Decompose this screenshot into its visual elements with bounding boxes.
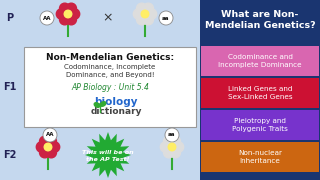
Circle shape bbox=[170, 147, 180, 158]
Text: This will be on
the AP Test!: This will be on the AP Test! bbox=[82, 150, 134, 162]
FancyBboxPatch shape bbox=[201, 142, 319, 172]
Circle shape bbox=[40, 11, 54, 25]
Circle shape bbox=[168, 143, 176, 151]
Circle shape bbox=[143, 3, 154, 14]
Text: Codominance and
Incomplete Dominance: Codominance and Incomplete Dominance bbox=[218, 54, 302, 68]
Circle shape bbox=[69, 9, 80, 19]
Circle shape bbox=[137, 14, 147, 25]
Text: What are Non-
Mendelian Genetics?: What are Non- Mendelian Genetics? bbox=[205, 10, 315, 30]
Text: aa: aa bbox=[162, 15, 170, 21]
Text: dictionary: dictionary bbox=[90, 107, 142, 116]
Text: AA: AA bbox=[43, 15, 51, 21]
Circle shape bbox=[165, 128, 179, 142]
Circle shape bbox=[44, 143, 52, 151]
Text: F1: F1 bbox=[3, 82, 17, 92]
Text: Non-Mendelian Genetics:: Non-Mendelian Genetics: bbox=[46, 53, 174, 62]
Circle shape bbox=[137, 3, 147, 14]
Circle shape bbox=[164, 147, 174, 158]
Text: ×: × bbox=[103, 12, 113, 24]
Circle shape bbox=[40, 136, 50, 147]
Circle shape bbox=[146, 9, 157, 19]
Circle shape bbox=[170, 136, 180, 147]
Circle shape bbox=[56, 9, 67, 19]
Circle shape bbox=[159, 11, 173, 25]
Circle shape bbox=[46, 147, 56, 158]
Text: Pleiotropy and
Polygenic Traits: Pleiotropy and Polygenic Traits bbox=[232, 118, 288, 132]
Circle shape bbox=[64, 10, 72, 18]
Text: P: P bbox=[6, 13, 13, 23]
Circle shape bbox=[143, 14, 154, 25]
Text: Codominance, Incomplete: Codominance, Incomplete bbox=[64, 64, 156, 70]
Circle shape bbox=[66, 14, 76, 25]
Ellipse shape bbox=[100, 102, 106, 106]
Text: Linked Genes and
Sex-Linked Genes: Linked Genes and Sex-Linked Genes bbox=[228, 86, 292, 100]
Circle shape bbox=[133, 9, 144, 19]
Polygon shape bbox=[85, 132, 131, 178]
FancyBboxPatch shape bbox=[200, 0, 320, 180]
Circle shape bbox=[49, 142, 60, 152]
FancyBboxPatch shape bbox=[201, 46, 319, 76]
Circle shape bbox=[173, 142, 184, 152]
Circle shape bbox=[43, 128, 57, 142]
Circle shape bbox=[60, 3, 70, 14]
Ellipse shape bbox=[94, 103, 100, 107]
Circle shape bbox=[160, 142, 171, 152]
Circle shape bbox=[60, 14, 70, 25]
Circle shape bbox=[36, 142, 47, 152]
Text: aa: aa bbox=[168, 132, 176, 138]
Text: AA: AA bbox=[46, 132, 54, 138]
Text: Dominance, and Beyond!: Dominance, and Beyond! bbox=[66, 72, 154, 78]
Circle shape bbox=[40, 147, 50, 158]
FancyBboxPatch shape bbox=[24, 47, 196, 127]
Text: F2: F2 bbox=[3, 150, 17, 160]
Circle shape bbox=[141, 10, 149, 18]
Text: biology: biology bbox=[94, 97, 138, 107]
Circle shape bbox=[66, 3, 76, 14]
Text: Non-nuclear
Inheritance: Non-nuclear Inheritance bbox=[238, 150, 282, 164]
Circle shape bbox=[164, 136, 174, 147]
Text: AP Biology : Unit 5.4: AP Biology : Unit 5.4 bbox=[71, 82, 149, 91]
FancyBboxPatch shape bbox=[201, 78, 319, 108]
Circle shape bbox=[46, 136, 56, 147]
FancyBboxPatch shape bbox=[201, 110, 319, 140]
